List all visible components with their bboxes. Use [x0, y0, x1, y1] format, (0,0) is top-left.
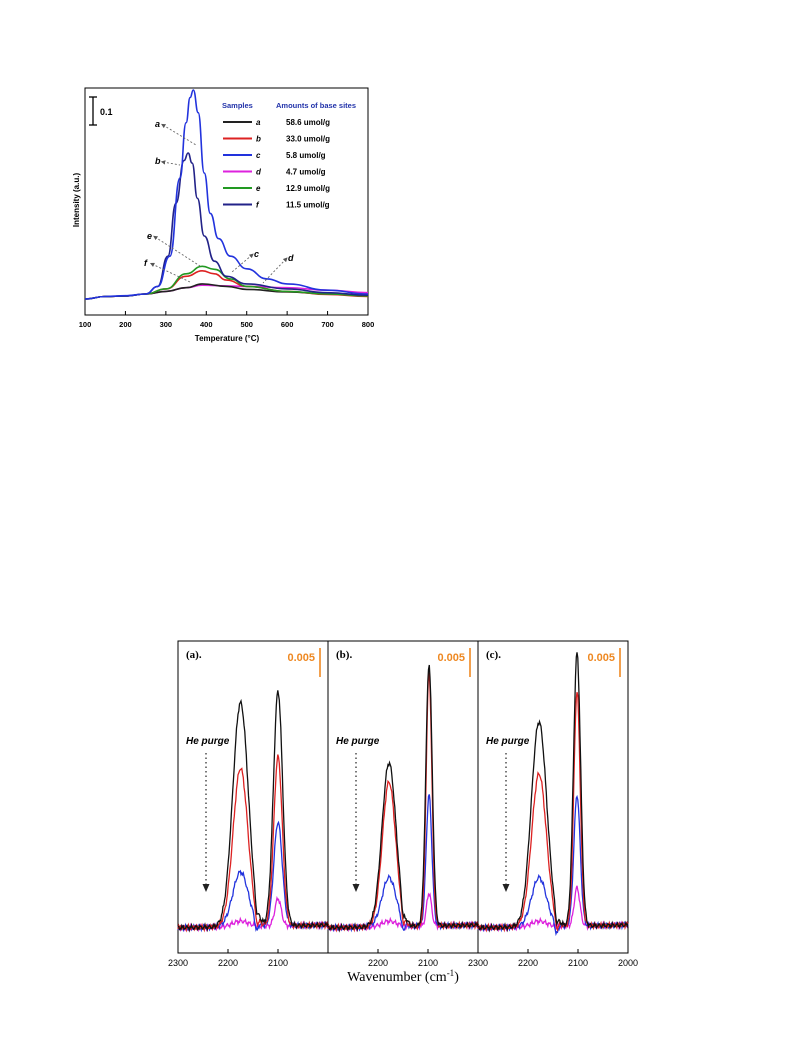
tpd-x-ticks: 100 200 300 400 500 600 700 800 [79, 311, 375, 329]
tpd-annotation-label-d: d [288, 253, 294, 263]
tpd-annotation-arrow-e [153, 235, 201, 267]
tpd-x-tick-label: 200 [119, 320, 132, 329]
ir-panel-label: (c). [486, 649, 501, 661]
ir-panel-2: 2200 2100 (b). 0.005 He purge [327, 641, 479, 968]
tpd-annotation-arrow-c [231, 253, 254, 273]
tpd-annotation-arrow-b [160, 160, 181, 166]
tpd-annotation-label-c: c [254, 249, 259, 259]
tpd-x-tick-label: 800 [362, 320, 375, 329]
tpd-x-tick-label: 300 [160, 320, 173, 329]
ir-outer-frame [177, 640, 629, 954]
ir-x-tick-label: 2100 [418, 958, 438, 968]
ir-x-tick-label: 2100 [568, 958, 588, 968]
tpd-annotation-label-b: b [155, 156, 161, 166]
ir-panels: 2300 2200 2100 (a). 0.005 He purge 2200 2100 (b)… [168, 640, 638, 968]
ir-x-axis-label: Wavenumber (cm-1) [347, 968, 459, 985]
tpd-legend-name-b: b [256, 135, 261, 144]
tpd-x-tick-label: 500 [240, 320, 253, 329]
tpd-annotation-label-f: f [144, 258, 148, 268]
tpd-annotation-label-e: e [147, 231, 152, 241]
ir-panel-2-series-3 [327, 794, 479, 933]
ir-panel-1-series-1 [177, 690, 329, 933]
tpd-scale-bar-label: 0.1 [100, 107, 113, 117]
ir-panel-label: (a). [186, 649, 202, 661]
ir-purge-label: He purge [486, 736, 530, 747]
ir-panel-3-series-3 [477, 794, 629, 937]
ir-x-tick-label: 2200 [218, 958, 238, 968]
tpd-x-tick-label: 100 [79, 320, 92, 329]
tpd-scale-bar: 0.1 [89, 96, 113, 126]
tpd-legend-name-c: c [256, 151, 261, 160]
tpd-legend-name-e: e [256, 184, 261, 193]
ir-panel-3-series-1 [477, 652, 629, 933]
ir-purge-label: He purge [186, 736, 230, 747]
tpd-legend-header-samples: Samples [222, 101, 253, 110]
tpd-curves [84, 89, 369, 300]
ir-panel-1: 2300 2200 2100 (a). 0.005 He purge [168, 648, 329, 968]
ir-x-tick-label: 2300 [468, 958, 488, 968]
ir-panel-3: 2300 2200 2100 2000 (c). 0.005 He purge [468, 641, 638, 968]
ir-x-tick-label: 2000 [618, 958, 638, 968]
ir-purge-arrowhead [202, 884, 210, 892]
ir-panel-2-series-1 [327, 664, 479, 933]
ir-panel-1-series-3 [177, 820, 329, 933]
tpd-annotation-label-a: a [155, 119, 160, 129]
tpd-plot-frame [84, 87, 369, 316]
ir-scale-bar-label: 0.005 [587, 652, 615, 664]
ir-x-tick-label: 2200 [518, 958, 538, 968]
tpd-annotation-arrow-a [161, 123, 197, 146]
tpd-x-tick-label: 400 [200, 320, 213, 329]
tpd-x-tick-label: 600 [281, 320, 294, 329]
tpd-legend: Samples Amounts of base sites a 58.6 umol… [222, 101, 356, 210]
tpd-plot-area: 100 200 300 400 500 600 700 800 0.1 Samples Amo… [79, 87, 375, 329]
tpd-legend-header-amounts: Amounts of base sites [276, 101, 356, 110]
ir-purge-arrowhead [352, 884, 360, 892]
tpd-legend-amount-b: 33.0 umol/g [286, 135, 330, 144]
tpd-legend-name-f: f [256, 201, 260, 210]
tpd-annotation-arrow-f [149, 262, 191, 283]
ir-x-tick-label: 2200 [368, 958, 388, 968]
tpd-x-tick-label: 700 [321, 320, 334, 329]
ir-x-tick-label: 2100 [268, 958, 288, 968]
ir-scale-bar-label: 0.005 [287, 652, 315, 664]
ir-purge-arrowhead [502, 884, 510, 892]
ir-panel-2-series-2 [327, 672, 479, 933]
ir-panel-label: (b). [336, 649, 352, 661]
tpd-legend-amount-a: 58.6 umol/g [286, 118, 330, 127]
tpd-legend-amount-f: 11.5 umol/g [286, 201, 330, 210]
ir-scale-bar-label: 0.005 [437, 652, 465, 664]
tpd-series-c [84, 89, 369, 300]
tpd-legend-name-a: a [256, 118, 261, 127]
tpd-annotation-arrow-d [262, 257, 288, 284]
tpd-legend-name-d: d [256, 168, 262, 177]
ir-panel-1-series-2 [177, 754, 329, 933]
ir-panel-3-series-2 [477, 692, 629, 933]
tpd-x-axis-label: Temperature (°C) [195, 334, 260, 343]
tpd-legend-amount-e: 12.9 umol/g [286, 184, 330, 193]
tpd-legend-amount-c: 5.8 umol/g [286, 151, 326, 160]
tpd-legend-amount-d: 4.7 umol/g [286, 168, 326, 177]
ir-purge-label: He purge [336, 736, 380, 747]
ir-x-tick-label: 2300 [168, 958, 188, 968]
tpd-y-axis-label: Intensity (a.u.) [72, 173, 81, 228]
